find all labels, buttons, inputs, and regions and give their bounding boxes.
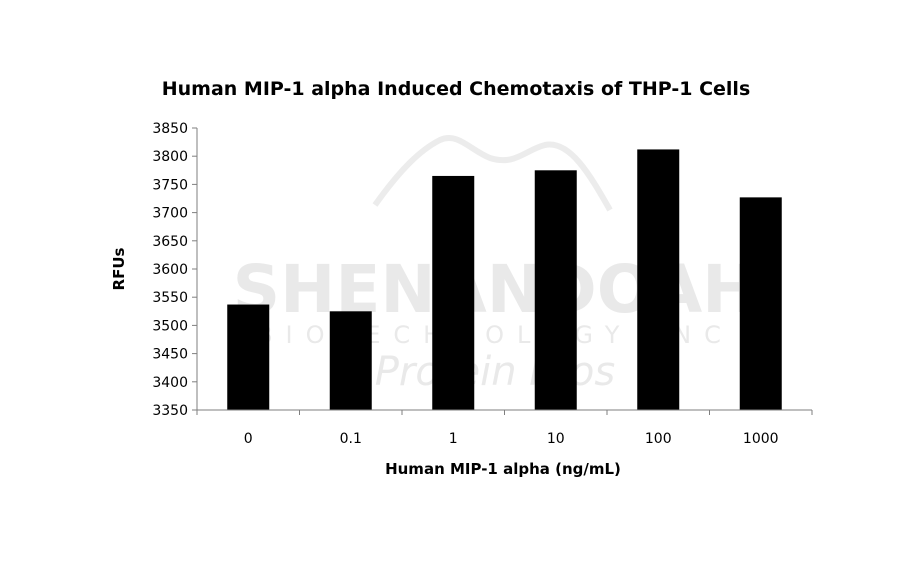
x-axis-ticks: 0 0.1 1 10 100 1000	[196, 410, 813, 447]
y-tick-label: 3350	[152, 403, 188, 419]
x-tick-label: 0.1	[340, 431, 362, 447]
y-tick-label: 3400	[152, 375, 188, 391]
y-axis-ticks: 3350 3400 3450 3500 3550 3600 3650 3700 3750 3800…	[152, 121, 197, 419]
y-tick-label: 3700	[152, 206, 188, 222]
x-tick-label: 0	[244, 431, 253, 447]
x-tick-label: 1000	[743, 431, 779, 447]
y-tick-label: 3600	[152, 262, 188, 278]
y-axis-label: RFUs	[110, 247, 128, 290]
y-tick-label: 3650	[152, 234, 188, 250]
bar-1000	[739, 197, 782, 410]
x-tick-label: 100	[645, 431, 672, 447]
watermark-line3: Protein Pros	[375, 349, 615, 395]
x-tick-label: 10	[547, 431, 565, 447]
y-tick-label: 3750	[152, 177, 188, 193]
y-tick-label: 3550	[152, 290, 188, 306]
x-axis-label: Human MIP-1 alpha (ng/mL)	[385, 460, 621, 478]
y-tick-label: 3500	[152, 318, 188, 334]
bar-100	[637, 149, 680, 410]
chart-title: Human MIP-1 alpha Induced Chemotaxis of …	[162, 78, 751, 100]
bar-0.1	[329, 311, 372, 410]
y-tick-label: 3850	[152, 121, 188, 137]
y-tick-label: 3800	[152, 149, 188, 165]
x-tick-label: 1	[449, 431, 458, 447]
y-tick-label: 3450	[152, 347, 188, 363]
bars	[227, 149, 782, 410]
watermark-mountain-icon	[372, 135, 613, 212]
bar-1	[432, 175, 475, 410]
bar-0	[227, 304, 270, 410]
bar-10	[534, 170, 577, 410]
